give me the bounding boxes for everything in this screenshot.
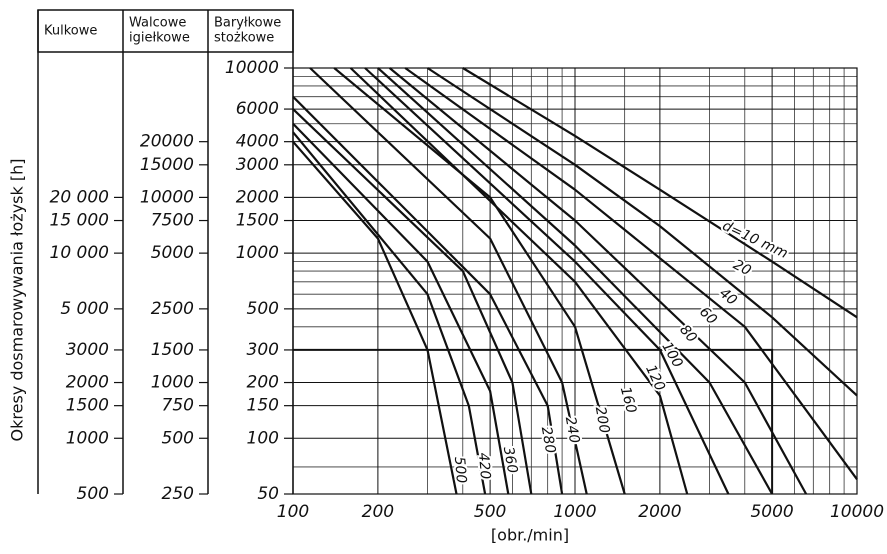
y-axis-label: Okresy dosmarowywania łożysk [h]: [8, 159, 27, 442]
y-tick-label: 3000: [66, 340, 109, 360]
x-axis-label: [obr./min]: [491, 526, 569, 545]
curve: [349, 67, 689, 495]
curve: [364, 67, 730, 495]
y-tick-label: 5000: [151, 243, 194, 263]
y-tick-label: 7500: [151, 211, 194, 231]
curve: [462, 67, 858, 319]
y-tick-label: 500: [247, 299, 279, 319]
example-line: [293, 348, 774, 494]
y-tick-label: 2500: [151, 299, 194, 319]
scale-name: Kulkowe: [44, 24, 97, 39]
curve-label: 420: [475, 452, 493, 480]
curve: [333, 67, 626, 495]
x-tick-label: 200: [362, 502, 394, 522]
y-tick-label: 300: [247, 340, 279, 360]
y-tick-label: 4000: [236, 132, 279, 152]
curve: [404, 67, 858, 480]
scale-name: Walcowe: [129, 16, 186, 31]
curve: [292, 131, 487, 495]
y-tick-label: 15000: [140, 155, 194, 175]
curve: [377, 67, 774, 495]
y-tick-label: 1500: [151, 340, 194, 360]
curve-label: 500: [451, 456, 469, 484]
curve: [388, 67, 808, 495]
curve-label: 60: [696, 304, 720, 328]
y-tick-label: 500: [77, 484, 109, 504]
scale-name: igiełkowe: [129, 31, 190, 46]
y-tick-label: 250: [162, 484, 194, 504]
curve: [292, 140, 458, 495]
y-tick-label: 750: [162, 396, 194, 416]
y-tick-label: 1000: [236, 243, 279, 263]
y-tick-label: 50: [257, 484, 279, 504]
x-tick-label: 100: [277, 502, 309, 522]
curve: [292, 122, 510, 495]
x-tick-label: 10000: [830, 502, 884, 522]
x-tick-label: 2000: [638, 502, 681, 522]
curve-label: 20: [730, 257, 753, 280]
y-tick-label: 10 000: [50, 243, 109, 263]
y-tick-label: 500: [162, 428, 194, 448]
scale-name: Baryłkowe: [214, 16, 281, 31]
y-tick-label: 20 000: [50, 187, 109, 207]
y-tick-label: 2000: [66, 373, 109, 393]
y-tick-label: 2000: [236, 187, 279, 207]
curve: [292, 95, 564, 495]
curve-label: 80: [676, 322, 700, 346]
curve: [426, 67, 858, 397]
y-tick-label: 15 000: [50, 211, 109, 231]
curve-label: 360: [500, 445, 520, 474]
y-tick-label: 150: [247, 396, 279, 416]
y-tick-label: 20000: [140, 132, 194, 152]
curve-label: 240: [562, 415, 582, 444]
curve: [292, 108, 533, 495]
y-tick-label: 10000: [140, 187, 194, 207]
scale-name: stożkowe: [214, 31, 274, 46]
x-tick-label: 500: [474, 502, 506, 522]
curve-label: d=10 mm: [720, 218, 790, 262]
y-tick-label: 1000: [66, 428, 109, 448]
curve: [309, 67, 588, 495]
y-tick-label: 1000: [151, 373, 194, 393]
y-tick-label: 5 000: [60, 299, 109, 319]
curve-label: 280: [538, 425, 558, 454]
x-tick-label: 1000: [553, 502, 596, 522]
y-tick-label: 1500: [66, 396, 109, 416]
y-tick-label: 3000: [236, 155, 279, 175]
y-tick-label: 10000: [225, 58, 279, 78]
y-tick-label: 6000: [236, 99, 279, 119]
x-tick-label: 5000: [750, 502, 793, 522]
curve-label: 200: [592, 405, 612, 434]
y-tick-label: 1500: [236, 211, 279, 231]
curve-label: 160: [617, 385, 639, 415]
y-tick-label: 100: [247, 428, 279, 448]
y-tick-label: 200: [247, 373, 279, 393]
